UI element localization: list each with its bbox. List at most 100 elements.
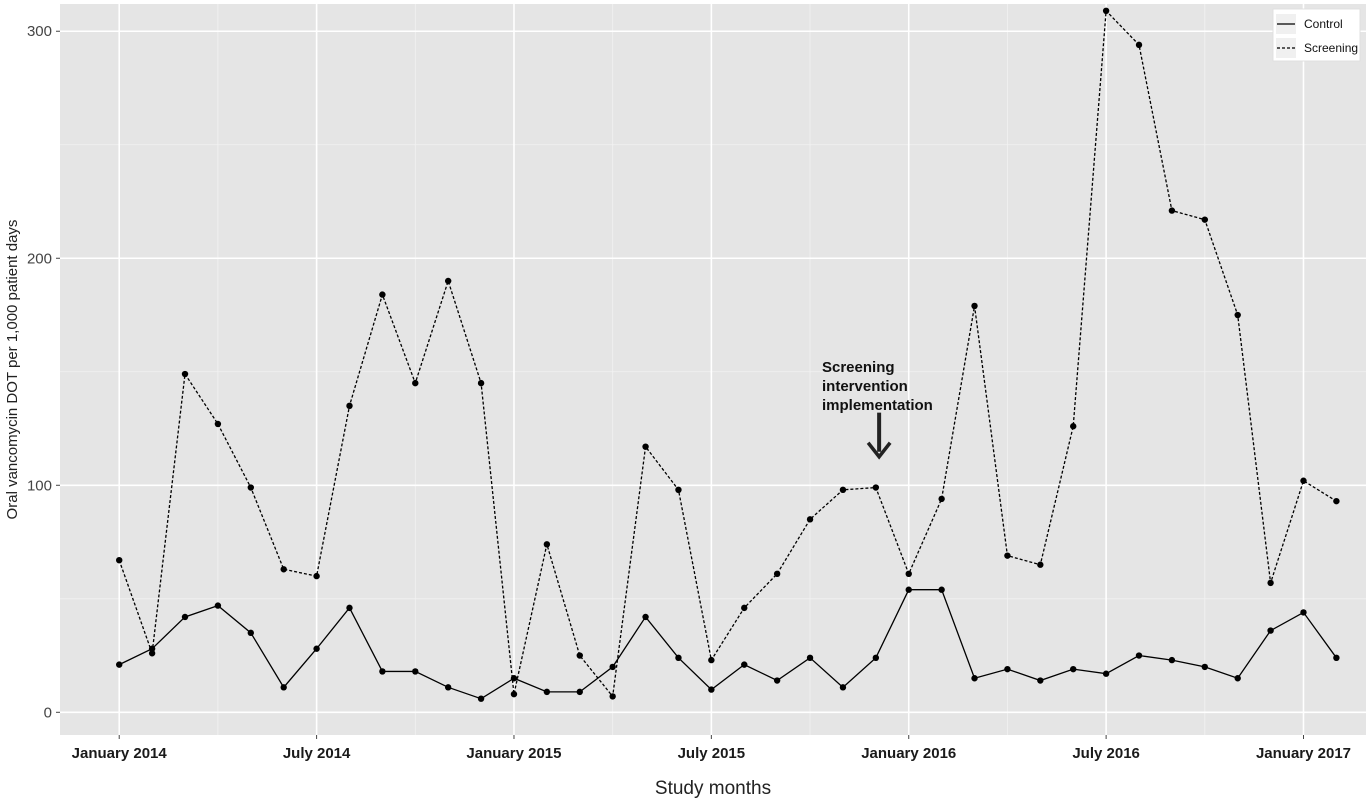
data-point-control: [708, 686, 715, 693]
x-tick-label: July 2015: [678, 745, 746, 762]
data-point-control: [741, 661, 748, 668]
data-point-control: [543, 688, 551, 696]
data-point-control: [444, 684, 452, 691]
data-point-screening: [708, 656, 715, 664]
data-point-screening: [346, 402, 353, 410]
grid-lines: [60, 4, 1366, 735]
data-point-control: [116, 661, 123, 668]
series-lines: [118, 9, 1337, 700]
x-axis-title: Study months: [655, 778, 771, 799]
data-point-control: [576, 688, 583, 696]
x-tick-label: January 2015: [466, 745, 561, 762]
data-point-control: [181, 613, 189, 621]
y-tick-label: 200: [27, 250, 52, 267]
data-point-control: [379, 668, 386, 675]
y-axis-title: Oral vancomycin DOT per 1,000 patient da…: [4, 220, 21, 520]
series-line-control: [118, 589, 1337, 700]
data-point-screening: [1102, 7, 1110, 15]
data-point-control: [1333, 654, 1340, 662]
data-point-control: [773, 677, 781, 684]
data-point-screening: [412, 379, 419, 387]
data-point-screening: [1070, 423, 1077, 430]
y-tick-label: 0: [44, 704, 52, 721]
data-point-screening: [1004, 552, 1011, 559]
data-point-screening: [247, 484, 255, 491]
series-line-screening: [118, 9, 1337, 699]
data-point-screening: [938, 495, 945, 503]
data-point-screening: [1201, 216, 1209, 223]
data-point-screening: [148, 650, 156, 657]
y-tick-label: 300: [27, 23, 52, 40]
data-point-control: [247, 629, 255, 637]
data-point-control: [971, 675, 978, 682]
data-point-screening: [1168, 207, 1176, 214]
data-point-screening: [181, 370, 189, 378]
legend-key-bg: [1276, 38, 1296, 58]
data-point-control: [938, 586, 945, 593]
data-point-control: [642, 613, 649, 621]
data-point-control: [609, 663, 616, 671]
data-point-screening: [510, 690, 518, 698]
data-point-control: [280, 684, 287, 691]
data-point-control: [1201, 663, 1209, 671]
data-point-control: [1234, 675, 1241, 682]
data-point-control: [1300, 609, 1307, 616]
annotation: Screening intervention implementation: [822, 359, 933, 460]
data-point-control: [510, 675, 518, 682]
data-point-control: [675, 654, 682, 662]
data-point-control: [1070, 665, 1077, 673]
data-point-control: [806, 654, 814, 662]
data-point-screening: [280, 566, 287, 573]
legend-label-control: Control: [1304, 17, 1343, 31]
data-point-screening: [477, 379, 485, 387]
plot-panel: [60, 4, 1366, 735]
data-point-screening: [576, 652, 583, 659]
data-point-screening: [642, 443, 649, 450]
data-point-control: [1168, 656, 1176, 664]
data-point-control: [1037, 677, 1044, 684]
annotation-text: Screening: [822, 359, 895, 376]
x-tick-label: January 2014: [72, 745, 168, 762]
data-point-control: [477, 695, 485, 702]
data-point-screening: [839, 486, 847, 494]
data-point-screening: [1300, 477, 1307, 484]
data-point-control: [214, 602, 222, 609]
data-point-screening: [543, 541, 551, 548]
x-axis-ticks: January 2014 July 2014 January 2015 July 20…: [72, 735, 1351, 762]
data-point-control: [313, 645, 320, 652]
x-tick-label: July 2016: [1072, 745, 1140, 762]
data-point-screening: [116, 556, 123, 564]
data-point-control: [1102, 670, 1110, 677]
data-point-screening: [872, 484, 880, 491]
data-points: [116, 7, 1340, 702]
x-tick-label: January 2016: [861, 745, 956, 762]
data-point-screening: [379, 291, 386, 298]
x-tick-label: July 2014: [283, 745, 351, 762]
data-point-screening: [675, 486, 682, 494]
data-point-screening: [1234, 311, 1241, 319]
data-point-control: [412, 668, 419, 675]
arrowhead-icon: [866, 441, 892, 460]
data-point-screening: [1037, 561, 1044, 568]
data-point-screening: [905, 570, 912, 578]
data-point-screening: [1135, 41, 1143, 49]
legend-label-screening: Screening: [1304, 41, 1358, 55]
data-point-screening: [1333, 497, 1340, 505]
x-tick-label: January 2017: [1256, 745, 1351, 762]
annotation-text: intervention: [822, 378, 908, 395]
data-point-control: [148, 645, 156, 652]
data-point-screening: [214, 420, 222, 428]
data-point-control: [839, 684, 847, 691]
data-point-screening: [444, 277, 452, 285]
data-point-screening: [806, 516, 814, 523]
y-tick-label: 100: [27, 477, 52, 494]
data-point-control: [346, 604, 353, 612]
data-point-screening: [741, 604, 748, 612]
legend: Control Screening: [1272, 8, 1361, 62]
data-point-control: [1267, 627, 1274, 634]
data-point-screening: [1267, 579, 1274, 587]
data-point-control: [872, 654, 880, 662]
data-point-screening: [971, 302, 978, 310]
